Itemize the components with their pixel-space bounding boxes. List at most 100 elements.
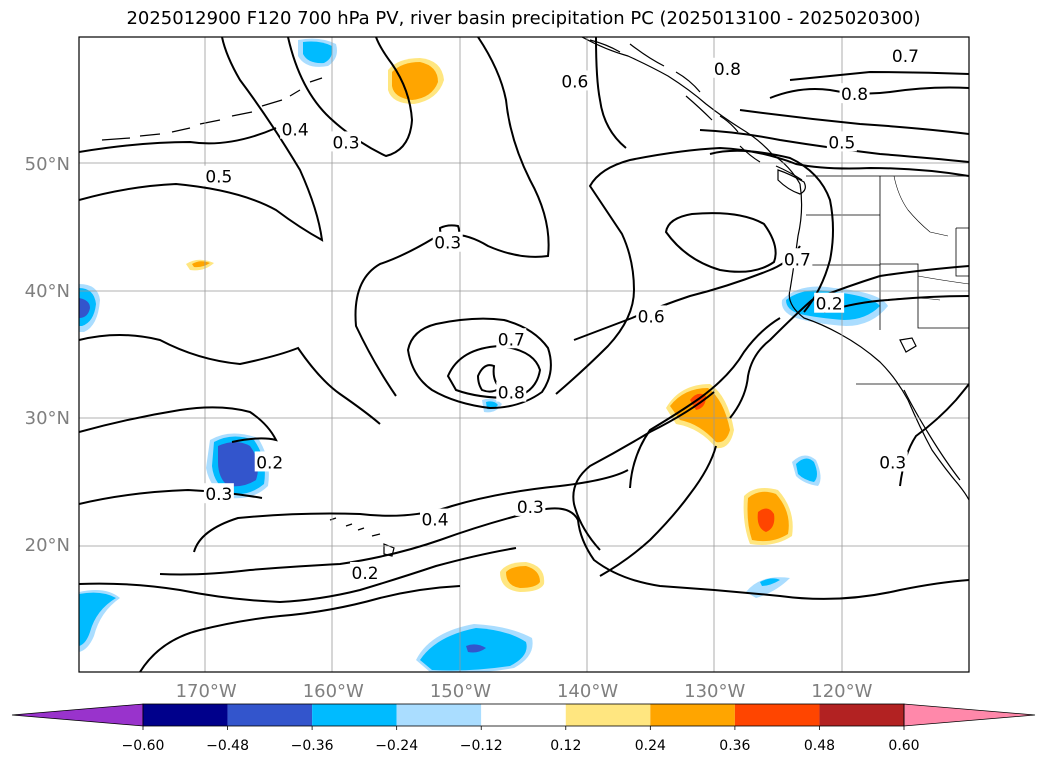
colorbar-tick-label: 0.24 [635, 738, 666, 754]
pv-contour-line [789, 70, 969, 81]
contour-label-background [782, 248, 813, 269]
country-borders [806, 175, 969, 385]
latitude-label: 20°N [25, 535, 70, 556]
contour-label: 0.2 [816, 295, 843, 315]
pv-contour-line [823, 295, 969, 313]
pv-contour-line [79, 334, 381, 425]
pv-contour-line [406, 317, 552, 410]
latitude-label: 40°N [25, 281, 70, 302]
longitude-label: 170°W [176, 681, 237, 702]
precip-positive-patch [757, 508, 775, 532]
pv-contour-line [595, 37, 627, 149]
contour-label-background [254, 451, 285, 472]
contour-label-background [496, 381, 527, 402]
precip-negative-patch [466, 644, 486, 653]
contour-label-background [877, 451, 908, 472]
colorbar-right-extension [903, 703, 1036, 727]
contour-label: 0.2 [352, 564, 379, 584]
colorbar-tick-label: −0.12 [460, 738, 503, 754]
colorbar-tick-label: −0.36 [291, 738, 334, 754]
pv-contour-line [739, 109, 969, 135]
colorbar-segment [565, 704, 651, 726]
pv-contour-line [572, 391, 715, 551]
colorbar-segment [396, 704, 482, 726]
contour-label-background [203, 165, 234, 186]
pv-contour-line [555, 146, 969, 395]
precip-negative-patch [796, 458, 817, 482]
contour-label-background [203, 483, 234, 504]
contour-label-background [496, 328, 527, 349]
colorbar-tick-label: −0.48 [206, 738, 249, 754]
contour-label-background [432, 231, 463, 252]
colorbar-segment [819, 704, 904, 726]
contour-label-background [280, 118, 311, 139]
hawaii-islands [329, 517, 395, 557]
contour-label: 0.3 [332, 133, 359, 153]
colorbar-tick-label: −0.24 [375, 738, 418, 754]
contour-label-background [826, 131, 857, 152]
contour-label: 0.3 [434, 234, 461, 254]
pv-contour-line [599, 445, 717, 577]
contour-label-background [559, 70, 590, 91]
contour-label-background [712, 57, 743, 78]
precip-positive-patch [392, 62, 438, 100]
pv-contour-line [79, 547, 517, 604]
contour-label-background [331, 131, 361, 152]
contour-label: 0.3 [879, 453, 906, 473]
precip-positive-patch [192, 261, 210, 268]
baja-california-coast [903, 389, 961, 481]
precip-anomalies [79, 38, 888, 672]
pv-contour-line [79, 127, 277, 153]
contour-label-background [839, 83, 870, 104]
pv-contour-line [79, 406, 278, 443]
longitude-label: 140°W [557, 681, 618, 702]
colorbar-frame [142, 703, 905, 727]
contour-label: 0.4 [282, 121, 309, 141]
longitude-labels: 170°W 160°W 150°W 140°W 130°W 120°W [176, 681, 873, 702]
contour-label: 0.7 [498, 330, 525, 350]
latitude-label: 30°N [25, 408, 70, 429]
contour-label: 0.8 [841, 85, 868, 105]
colorbar-left-extension [11, 703, 144, 727]
map-frame [78, 36, 970, 673]
precip-positive-patch [670, 388, 730, 443]
colorbar-segment [650, 704, 735, 726]
contour-label-background [814, 292, 845, 313]
pv-contour-line [139, 585, 461, 672]
contour-label: 0.3 [205, 485, 232, 505]
vancouver-island [777, 169, 806, 195]
precip-negative-patch [218, 442, 258, 487]
colorbar-segment [481, 704, 566, 726]
colorbar-tick-label: 0.12 [550, 738, 581, 754]
contour-label: 0.8 [714, 60, 741, 80]
contour-label: 0.4 [421, 511, 448, 531]
longitude-label: 160°W [303, 681, 364, 702]
contour-label-background [350, 561, 381, 582]
colorbar-segment [227, 704, 313, 726]
contour-label: 0.7 [892, 47, 919, 67]
contour-label-background [515, 495, 546, 516]
pv-contour-line [287, 37, 414, 158]
contour-label: 0.5 [828, 133, 855, 153]
pv-contour-line [664, 212, 777, 273]
colorbar-segment [143, 704, 228, 726]
longitude-label: 120°W [811, 681, 872, 702]
contour-label: 0.5 [205, 168, 232, 188]
pv-contour-line [354, 37, 550, 397]
precip-negative-patch [79, 298, 90, 318]
pv-contours [79, 37, 969, 672]
colorbar-tick-label: −0.60 [122, 738, 165, 754]
lake-salton [899, 337, 917, 353]
contour-label: 0.3 [517, 498, 544, 518]
precip-negative-patch [303, 41, 333, 64]
pv-contour-line [573, 245, 801, 341]
pv-contour-line [159, 507, 969, 600]
colorbar: −0.60 −0.48 −0.36 −0.24 −0.12 0.12 0.24 0.36 0.4… [11, 703, 1036, 754]
contour-label-background [890, 45, 921, 66]
alaska-panhandle [589, 39, 803, 181]
pv-contour-line [79, 37, 324, 242]
contour-label-background [636, 305, 667, 326]
colorbar-segment [734, 704, 820, 726]
contour-label-background [420, 508, 450, 529]
